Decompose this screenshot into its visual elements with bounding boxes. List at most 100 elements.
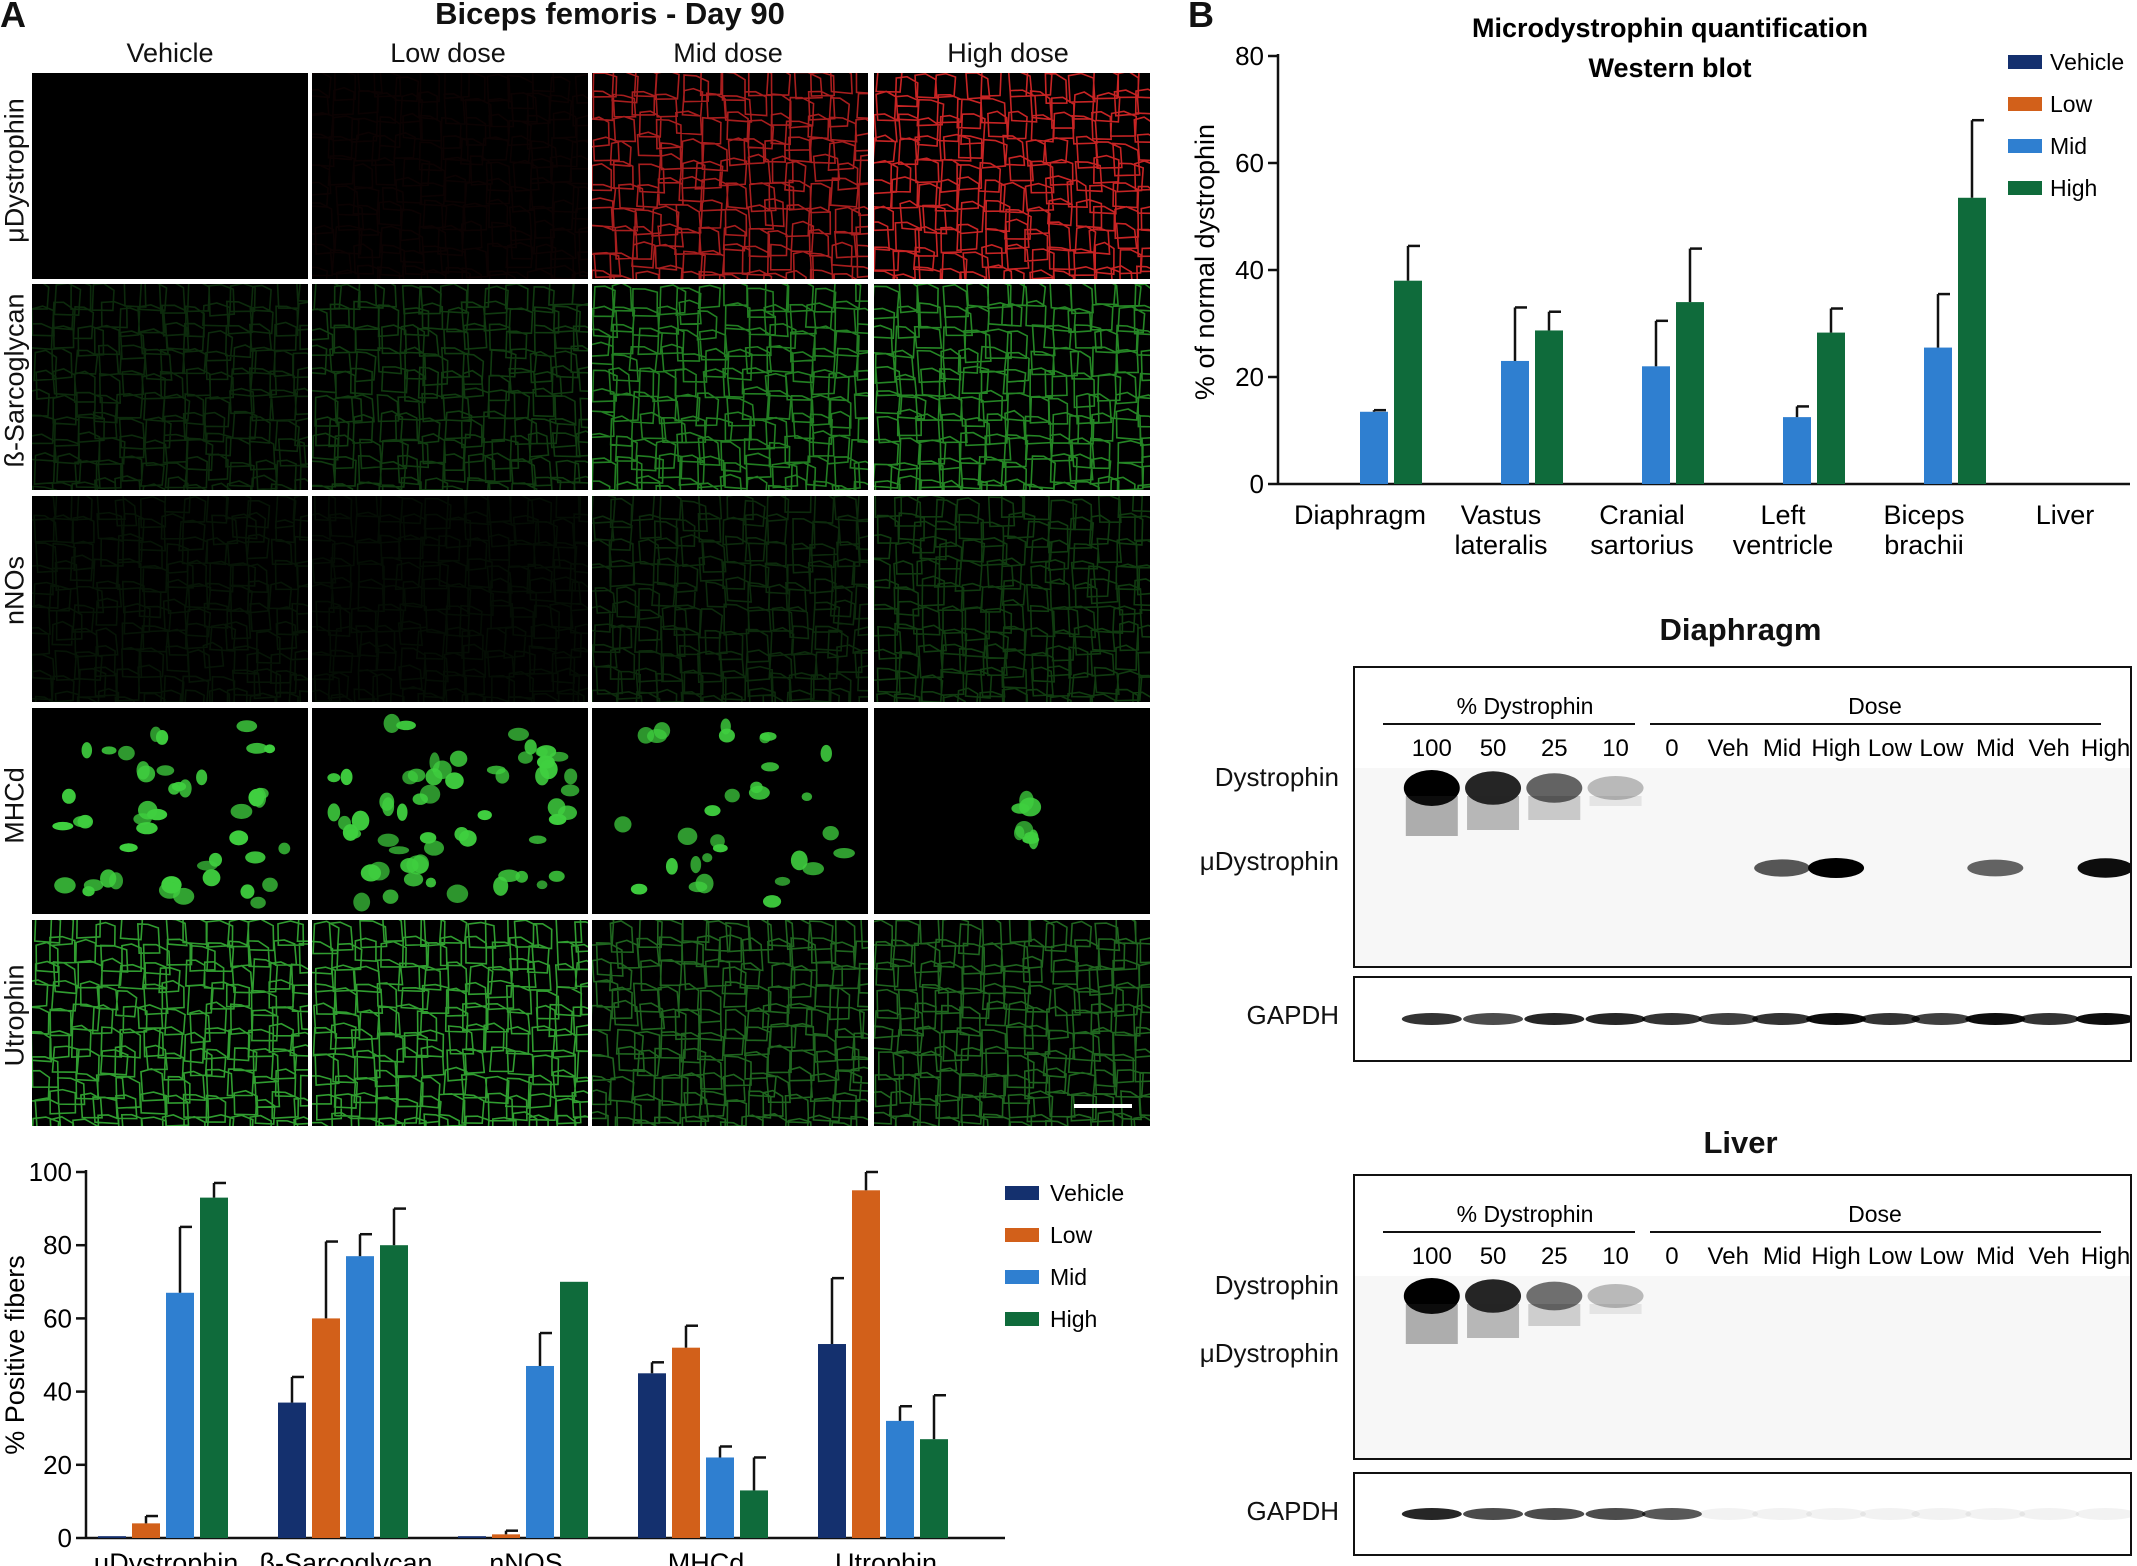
category-label: sartorius (1590, 530, 1694, 560)
bar (526, 1365, 554, 1538)
band (1585, 1013, 1646, 1025)
panel-a-letter: A (0, 0, 26, 35)
band (2019, 1013, 2080, 1025)
band (1403, 1278, 1460, 1314)
y-axis-label: % Positive fibers (0, 1255, 30, 1455)
lane-label: 50 (1480, 735, 1507, 762)
micrograph-tile (312, 73, 588, 279)
micrograph-tile (874, 496, 1150, 702)
bar (1783, 417, 1811, 484)
positive-fibers-chart: 0 20 40 60 80 100 μDystrophin β-Sarcoglycan nNOS… (0, 1157, 1124, 1566)
bar (278, 1402, 306, 1538)
band (1806, 1013, 1867, 1025)
micrograph-tile (874, 920, 1150, 1126)
y-tick-label: 80 (1235, 41, 1264, 71)
micrograph-tile (592, 708, 868, 914)
lane-label: High (1811, 735, 1860, 762)
blot-membrane: % Dystrophin Dose 100 50 25 10 0 Veh Mid High Low L… (1353, 666, 2132, 968)
legend-label: Vehicle (2050, 49, 2124, 75)
lane-label: Low (1868, 1243, 1913, 1270)
bar (1817, 332, 1845, 484)
band (1698, 1013, 1759, 1025)
band (1401, 1508, 1462, 1520)
bar (312, 1318, 340, 1538)
y-tick-label: 60 (1235, 148, 1264, 178)
band (1965, 1508, 2026, 1520)
bar (672, 1347, 700, 1538)
category-label: ventricle (1733, 530, 1834, 560)
bar (492, 1534, 520, 1538)
lane-label: Low (1868, 735, 1913, 762)
category-label: Liver (2036, 500, 2095, 530)
category-label: Cranial (1599, 500, 1685, 530)
band-label-gapdh: GAPDH (1246, 1496, 1339, 1526)
bar (1394, 280, 1422, 484)
bar (132, 1523, 160, 1538)
bar (200, 1197, 228, 1538)
lane-label: Veh (1708, 735, 1749, 762)
lane-label: Mid (1763, 1243, 1802, 1270)
blot-title: Diaphragm (1659, 612, 1822, 647)
y-tick-label: 40 (43, 1377, 72, 1407)
legend-swatch (2008, 181, 2042, 195)
lane-label: High (1811, 1243, 1860, 1270)
micrograph-tile (592, 73, 868, 279)
lane-label: 10 (1602, 735, 1629, 762)
row-label-udystrophin: μDystrophin (0, 98, 30, 243)
y-tick-label: 20 (43, 1450, 72, 1480)
band (1524, 1013, 1585, 1025)
band-label-gapdh: GAPDH (1246, 1000, 1339, 1030)
micrograph-tile (592, 920, 868, 1126)
band (1808, 858, 1865, 878)
group-label-dose: Dose (1848, 1201, 1902, 1227)
column-header-high-dose: High dose (947, 38, 1069, 68)
band-label-dystrophin: Dystrophin (1214, 1270, 1339, 1300)
gapdh-membrane (1353, 1472, 2132, 1556)
band (1526, 1281, 1583, 1311)
category-label: Utrophin (835, 1548, 937, 1566)
bar (920, 1439, 948, 1538)
band (1967, 859, 2024, 877)
y-tick-label: 40 (1235, 255, 1264, 285)
legend-label: High (2050, 175, 2097, 201)
micrograph-tile (32, 496, 308, 702)
band (1859, 1013, 1920, 1025)
bar (740, 1490, 768, 1538)
blot-membrane: % Dystrophin Dose 100 50 25 10 0 Veh Mid High Low L… (1353, 1174, 2132, 1460)
micrograph-tile (874, 73, 1150, 279)
band-label-dystrophin: Dystrophin (1214, 762, 1339, 792)
bar (1676, 302, 1704, 484)
legend-swatch (1005, 1186, 1039, 1200)
row-label-b-sarcoglycan: ß-Sarcoglycan (0, 293, 30, 468)
y-tick-label: 80 (43, 1230, 72, 1260)
micrograph-tile (592, 496, 868, 702)
legend-label: Mid (2050, 133, 2087, 159)
bar (1501, 360, 1529, 484)
category-label: Left (1760, 500, 1806, 530)
band (1587, 776, 1644, 800)
y-tick-label: 100 (29, 1157, 72, 1187)
lane-label: High (2081, 735, 2130, 762)
group-label-percent: % Dystrophin (1457, 693, 1594, 719)
y-tick-label: 0 (1250, 469, 1264, 499)
y-tick-label: 60 (43, 1303, 72, 1333)
bar (1535, 330, 1563, 484)
band (1585, 1508, 1646, 1520)
band (1463, 1013, 1524, 1025)
band (1911, 1013, 1972, 1025)
band (1465, 1279, 1522, 1313)
micrograph-tile (874, 708, 1150, 914)
bar (346, 1256, 374, 1538)
y-axis-label: % of normal dystrophin (1190, 124, 1220, 400)
band (1806, 1508, 1867, 1520)
panel-a-title: Biceps femoris - Day 90 (435, 0, 785, 31)
lane-label: Veh (2029, 735, 2070, 762)
y-tick-label: 20 (1235, 362, 1264, 392)
lane-label: 25 (1541, 1243, 1568, 1270)
band (1465, 771, 1522, 805)
micrograph-tile (592, 284, 868, 490)
lane-label: Veh (2029, 1243, 2070, 1270)
column-header-low-dose: Low dose (390, 38, 506, 68)
band (1641, 1508, 1702, 1520)
band (1463, 1508, 1524, 1520)
